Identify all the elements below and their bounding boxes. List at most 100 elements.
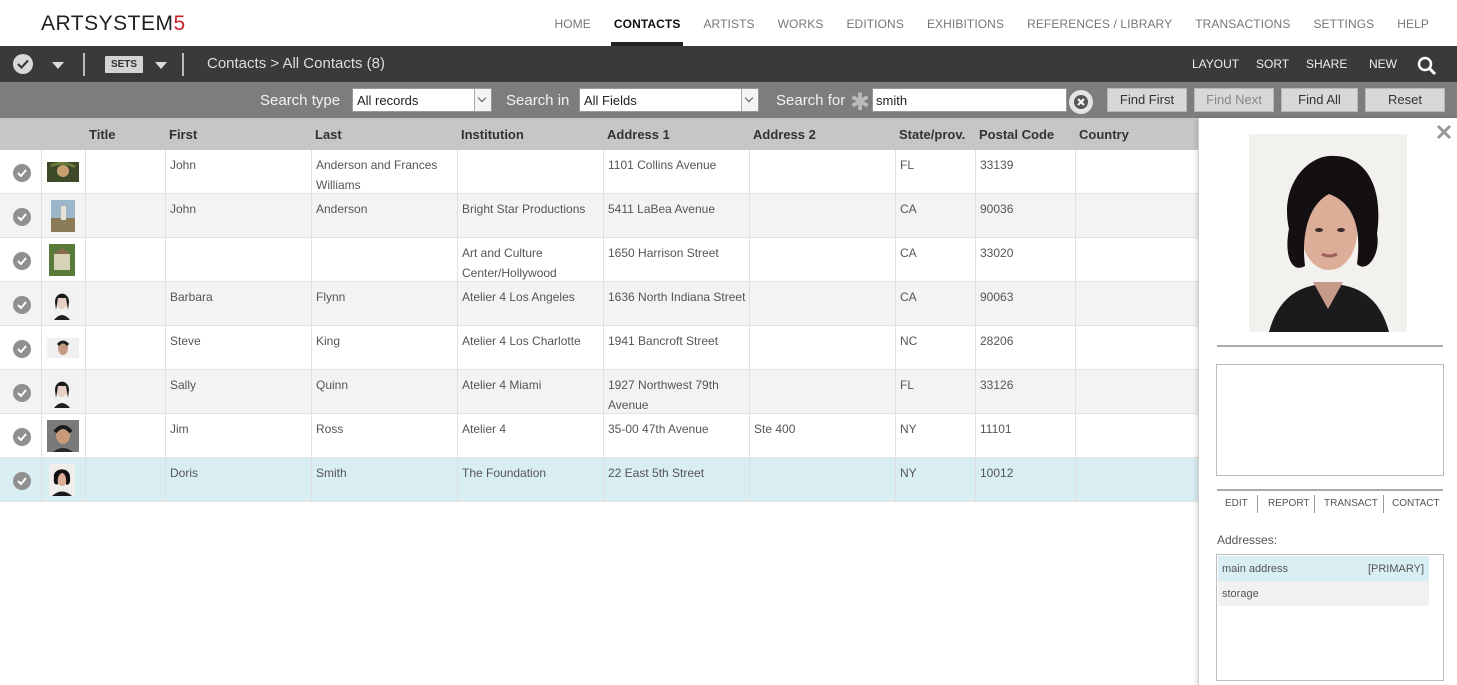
column-country[interactable]: Country [1079,127,1129,142]
cell-postal-code: 11101 [975,414,1075,458]
find-all-button[interactable]: Find All [1281,88,1358,112]
search-in-select[interactable]: All Fields [579,88,759,112]
nav-settings[interactable]: SETTINGS [1313,17,1375,31]
toolbar-divider [182,53,184,76]
cell-country [1075,458,1198,502]
table-row[interactable]: John Anderson Bright Star Productions 5411 … [0,194,1198,238]
select-all-check-icon[interactable] [13,54,33,74]
close-icon[interactable] [1436,124,1452,145]
artsystem-logo[interactable]: ARTSYSTEM5 [41,12,186,35]
cell-last: Anderson and Frances Williams [311,150,457,194]
cell-postal-code: 10012 [975,458,1075,502]
transact-button[interactable]: TRANSACT [1324,498,1378,509]
sets-chevron-down-icon[interactable] [155,62,167,69]
row-check-icon[interactable] [13,252,31,270]
address-item-main[interactable]: main address [PRIMARY] [1218,556,1429,581]
table-row[interactable]: Jim Ross Atelier 4 35-00 47th Avenue Ste 400… [0,414,1198,458]
nav-contacts[interactable]: CONTACTS [610,0,684,46]
sets-button[interactable]: SETS [105,56,143,73]
cell-country [1075,414,1198,458]
column-postal-code[interactable]: Postal Code [979,127,1055,142]
search-for-label: Search for [776,92,846,109]
search-input[interactable]: smith [872,88,1067,112]
row-check-icon[interactable] [13,428,31,446]
row-check-icon[interactable] [13,472,31,490]
search-in-label: Search in [506,92,570,109]
cell-last: Smith [311,458,457,502]
cell-last: Ross [311,414,457,458]
nav-transactions[interactable]: TRANSACTIONS [1195,17,1291,31]
row-check-icon[interactable] [13,164,31,182]
nav-help[interactable]: HELP [1397,17,1429,31]
nav-references-library[interactable]: REFERENCES / LIBRARY [1027,17,1173,31]
column-state-prov[interactable]: State/prov. [899,127,966,142]
report-button[interactable]: REPORT [1268,498,1310,509]
table-row[interactable]: Barbara Flynn Atelier 4 Los Angeles 1636 No… [0,282,1198,326]
cell-address-1: 1941 Bancroft Street [603,326,749,370]
cell-address-2 [749,150,895,194]
share-button[interactable]: SHARE [1306,57,1348,71]
column-address-2[interactable]: Address 2 [753,127,816,142]
contact-button[interactable]: CONTACT [1392,498,1440,509]
new-button[interactable]: NEW [1369,57,1397,71]
nav-artists[interactable]: ARTISTS [703,17,755,31]
row-check-icon[interactable] [13,296,31,314]
cell-last: King [311,326,457,370]
cell-address-1: 22 East 5th Street [603,458,749,502]
column-divider [41,282,42,326]
table-row[interactable]: Art and Culture Center/Hollywood 1650 Har… [0,238,1198,282]
table-row[interactable]: John Anderson and Frances Williams 1101 Co… [0,150,1198,194]
notes-area[interactable] [1216,364,1444,476]
search-in-value: All Fields [584,93,637,108]
search-icon[interactable] [1417,56,1437,81]
cell-first: Sally [165,370,311,414]
find-next-button[interactable]: Find Next [1194,88,1274,112]
contact-thumbnail [51,288,73,320]
cell-postal-code: 90063 [975,282,1075,326]
row-check-icon[interactable] [13,340,31,358]
cell-state: NC [895,326,975,370]
edit-button[interactable]: EDIT [1225,498,1248,509]
cell-country [1075,282,1198,326]
column-divider [41,194,42,238]
reset-button[interactable]: Reset [1365,88,1445,112]
cell-first [165,238,311,282]
search-type-select[interactable]: All records [352,88,492,112]
find-first-button[interactable]: Find First [1107,88,1187,112]
select-menu-chevron-down-icon[interactable] [52,62,64,69]
clear-search-icon[interactable] [1069,90,1093,114]
nav-home[interactable]: HOME [554,17,591,31]
row-check-icon[interactable] [13,208,31,226]
search-type-value: All records [357,93,419,108]
nav-works[interactable]: WORKS [777,17,824,31]
column-institution[interactable]: Institution [461,127,524,142]
column-first[interactable]: First [169,127,198,142]
layout-button[interactable]: LAYOUT [1192,57,1240,71]
table-row[interactable]: Sally Quinn Atelier 4 Miami 1927 Northwest … [0,370,1198,414]
contact-thumbnail [47,338,79,358]
cell-title [85,326,165,370]
cell-address-1: 5411 LaBea Avenue [603,194,749,238]
cell-address-2 [749,282,895,326]
cell-institution: Atelier 4 [457,414,603,458]
cell-state: CA [895,282,975,326]
action-divider [1314,495,1315,513]
column-last[interactable]: Last [315,127,342,142]
search-type-label: Search type [260,92,341,109]
cell-address-1: 1927 Northwest 79th Avenue [603,370,749,414]
column-divider [41,150,42,194]
column-address-1[interactable]: Address 1 [607,127,670,142]
sort-button[interactable]: SORT [1256,57,1290,71]
nav-exhibitions[interactable]: EXHIBITIONS [926,17,1005,31]
chevron-down-icon[interactable] [741,89,758,111]
address-item-storage[interactable]: storage [1218,581,1429,606]
cell-institution: Atelier 4 Los Angeles [457,282,603,326]
row-check-icon[interactable] [13,384,31,402]
cell-address-1: 1650 Harrison Street [603,238,749,282]
chevron-down-icon[interactable] [474,89,491,111]
cell-state: CA [895,238,975,282]
table-row[interactable]: Steve King Atelier 4 Los Charlotte 1941 Ban… [0,326,1198,370]
nav-editions[interactable]: EDITIONS [846,17,904,31]
column-title[interactable]: Title [89,127,116,142]
table-row[interactable]: Doris Smith The Foundation 22 East 5th Stre… [0,458,1198,502]
